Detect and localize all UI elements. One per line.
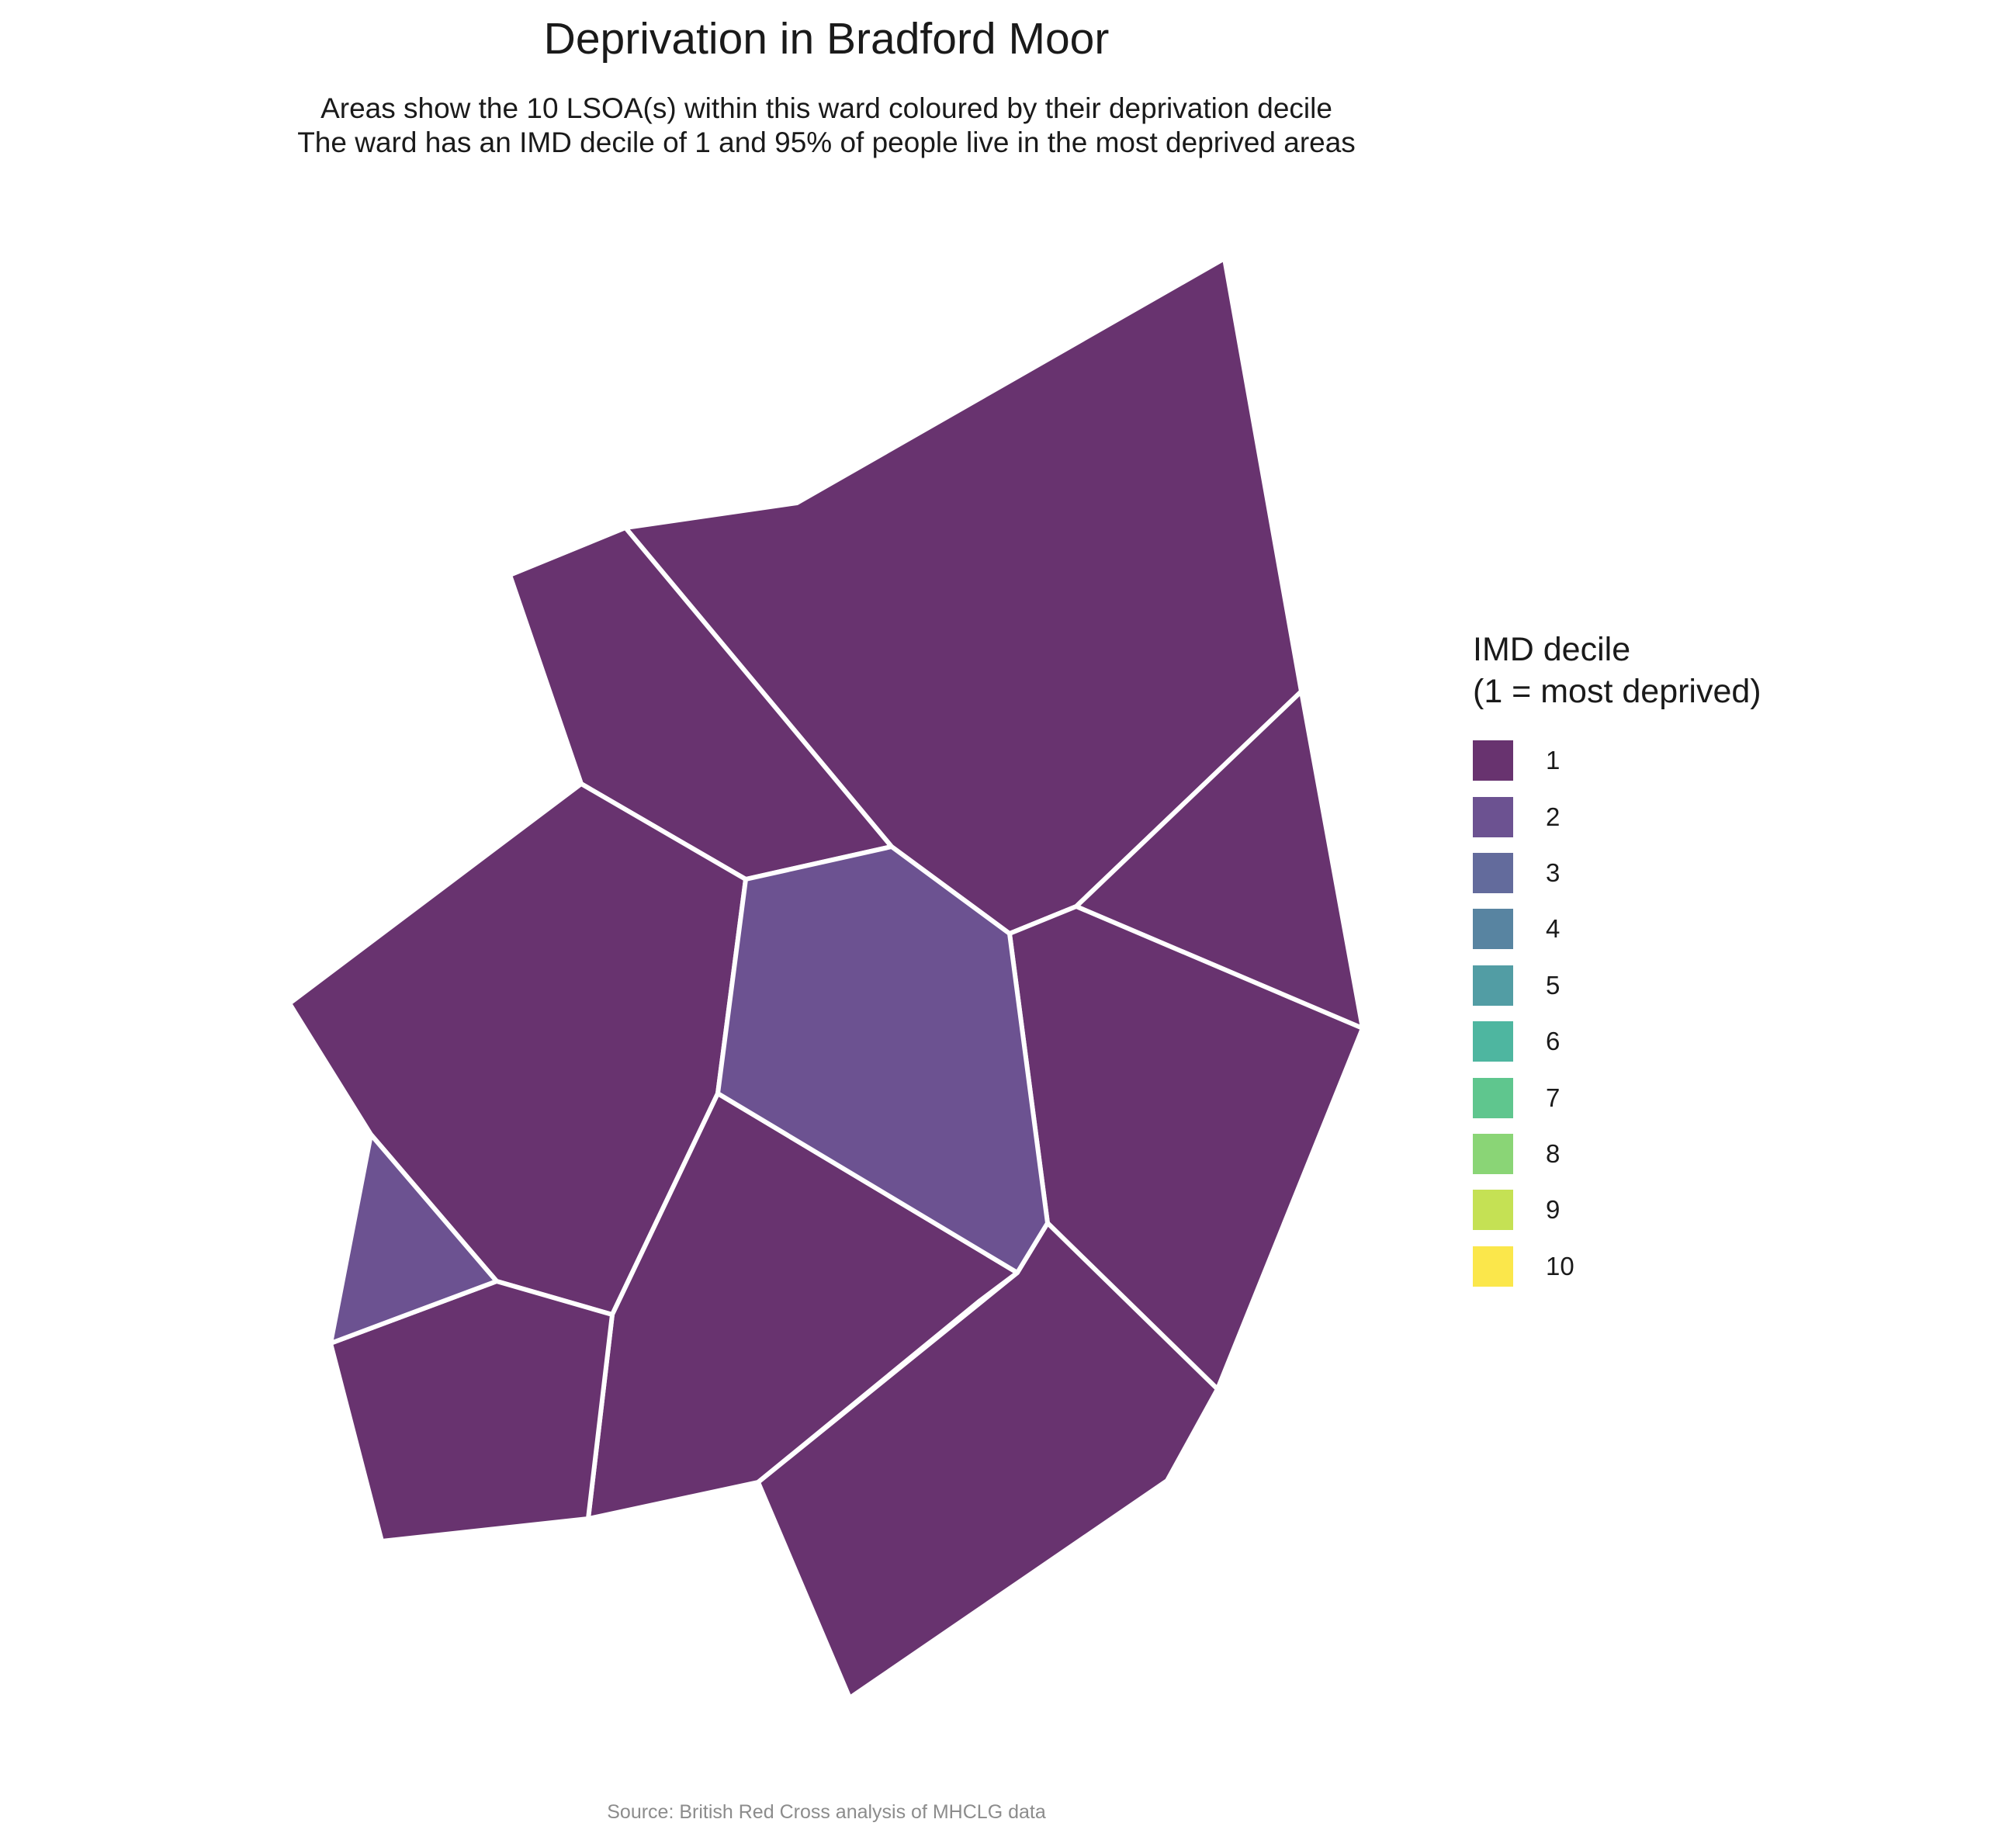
legend-item: 1	[1473, 733, 1761, 788]
legend-item: 4	[1473, 901, 1761, 957]
legend-label: 3	[1546, 858, 1560, 887]
legend-swatch	[1473, 1133, 1513, 1174]
legend-label: 1	[1546, 746, 1560, 775]
lsoa-area	[1074, 689, 1365, 1031]
legend-label: 9	[1546, 1195, 1560, 1225]
legend-title-line-1: IMD decile	[1473, 631, 1631, 668]
legend-swatch	[1473, 796, 1513, 837]
legend-item: 7	[1473, 1069, 1761, 1125]
legend-title: IMD decile (1 = most deprived)	[1473, 629, 1761, 712]
legend-label: 8	[1546, 1138, 1560, 1168]
legend-label: 4	[1546, 914, 1560, 944]
legend-label: 2	[1546, 802, 1560, 831]
legend-item: 9	[1473, 1182, 1761, 1238]
legend-item: 5	[1473, 958, 1761, 1014]
legend-swatch	[1473, 1190, 1513, 1231]
legend-swatch	[1473, 965, 1513, 1006]
source-caption: Source: British Red Cross analysis of MH…	[607, 1801, 1046, 1823]
legend-item: 8	[1473, 1126, 1761, 1182]
subtitle-line-1: Areas show the 10 LSOA(s) within this wa…	[320, 92, 1332, 124]
legend-items: 1 2 3 4 5 6 7 8 9 10	[1473, 733, 1761, 1294]
legend-swatch	[1473, 1077, 1513, 1118]
legend-item: 10	[1473, 1239, 1761, 1294]
legend-title-line-2: (1 = most deprived)	[1473, 673, 1761, 710]
legend-swatch	[1473, 1021, 1513, 1062]
legend-swatch	[1473, 1246, 1513, 1287]
lsoa-area	[715, 844, 1050, 1275]
legend-label: 10	[1546, 1251, 1574, 1280]
legend-swatch	[1473, 909, 1513, 950]
legend-swatch	[1473, 852, 1513, 893]
legend: IMD decile (1 = most deprived) 1 2 3 4 5 6 7 8 9…	[1473, 629, 1761, 1294]
legend-item: 3	[1473, 845, 1761, 901]
legend-item: 2	[1473, 788, 1761, 844]
subtitle-line-2: The ward has an IMD decile of 1 and 95% …	[297, 126, 1356, 158]
map-title: Deprivation in Bradford Moor	[543, 14, 1110, 64]
lsoa-area	[328, 1132, 499, 1346]
map-subtitle: Areas show the 10 LSOA(s) within this wa…	[0, 92, 1653, 160]
legend-swatch	[1473, 740, 1513, 781]
legend-item: 6	[1473, 1014, 1761, 1069]
legend-label: 6	[1546, 1027, 1560, 1056]
legend-label: 7	[1546, 1083, 1560, 1112]
legend-label: 5	[1546, 970, 1560, 1000]
